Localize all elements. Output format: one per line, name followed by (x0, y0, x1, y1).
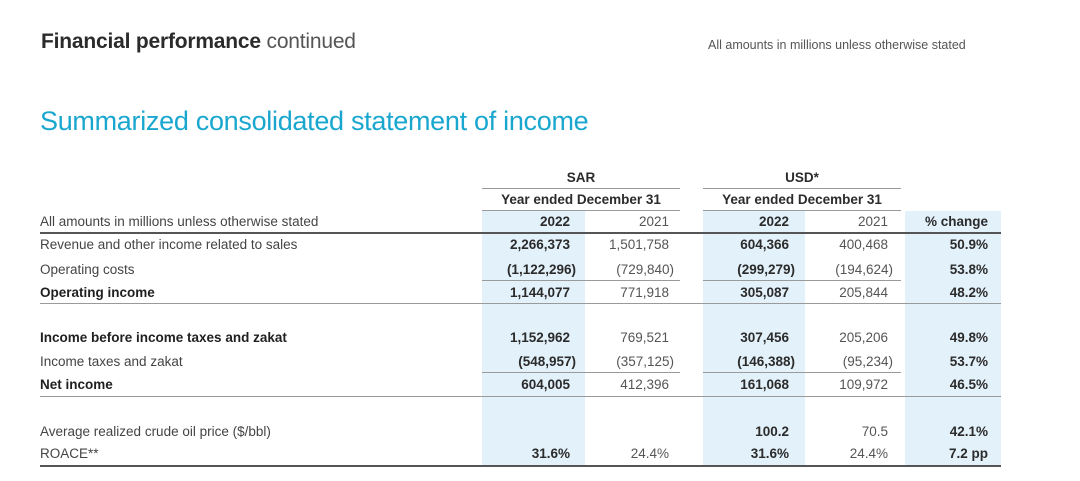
rule-usd-period (703, 210, 901, 211)
cell-usd-2022: (146,388) (737, 354, 795, 369)
cell-sar-2022: 1,152,962 (509, 330, 570, 345)
cell-usd-2022: 31.6% (750, 446, 789, 461)
page-header-title: Financial performance continued (41, 30, 356, 54)
rule-sar-period (482, 210, 680, 211)
cell-usd-2021: 205,206 (839, 330, 888, 345)
year-usd-2021: 2021 (857, 214, 888, 229)
subtotal-rule-usd (703, 280, 901, 281)
section-rule (40, 396, 1001, 397)
cell-usd-2022: (299,279) (737, 262, 795, 277)
period-sar: Year ended December 31 (501, 192, 661, 207)
cell-sar-2021: 24.4% (630, 446, 669, 461)
shade-usd-2022 (703, 211, 805, 465)
header-note: All amounts in millions unless otherwise… (708, 38, 966, 52)
row-label: Operating income (40, 285, 155, 300)
header-rule (40, 232, 1001, 234)
year-sar-2022: 2022 (539, 214, 570, 229)
shade-pct (905, 211, 1001, 465)
cell-pct: 50.9% (949, 237, 988, 252)
row-label: ROACE** (40, 446, 99, 461)
cell-usd-2021: 400,468 (839, 237, 888, 252)
year-usd-2022: 2022 (758, 214, 789, 229)
cell-sar-2022: (548,957) (518, 354, 576, 369)
rule-sar-currency (482, 188, 680, 189)
section-title: Summarized consolidated statement of inc… (40, 106, 589, 136)
cell-sar-2021: (729,840) (616, 262, 674, 277)
cell-usd-2021: 24.4% (849, 446, 888, 461)
cell-sar-2022: 1,144,077 (509, 285, 570, 300)
pct-header: % change (924, 214, 988, 229)
currency-usd: USD* (785, 170, 819, 185)
cell-usd-2022: 161,068 (740, 377, 789, 392)
cell-usd-2021: (194,624) (835, 262, 893, 277)
cell-usd-2021: 205,844 (839, 285, 888, 300)
cell-usd-2022: 604,366 (740, 237, 789, 252)
row-label: Income taxes and zakat (40, 354, 183, 369)
cell-usd-2022: 307,456 (740, 330, 789, 345)
cell-pct: 53.8% (949, 262, 988, 277)
row-label: Average realized crude oil price ($/bbl) (40, 424, 271, 439)
table-bottom-rule (40, 465, 1001, 467)
cell-sar-2022: (1,122,296) (506, 262, 576, 277)
cell-pct: 46.5% (949, 377, 988, 392)
cell-pct: 42.1% (949, 424, 988, 439)
cell-usd-2022: 305,087 (740, 285, 789, 300)
cell-pct: 53.7% (949, 354, 988, 369)
cell-pct: 48.2% (949, 285, 988, 300)
subtotal-rule-sar (482, 280, 680, 281)
cell-usd-2021: (95,234) (842, 354, 893, 369)
rule-usd-currency (703, 188, 901, 189)
header-title-light: continued (266, 30, 356, 53)
cell-usd-2021: 70.5 (861, 424, 888, 439)
currency-sar: SAR (566, 170, 596, 185)
row-label: Income before income taxes and zakat (40, 330, 287, 345)
cell-sar-2021: 412,396 (620, 377, 669, 392)
label-header: All amounts in millions unless otherwise… (40, 214, 319, 229)
row-label: Net income (40, 377, 113, 392)
year-sar-2021: 2021 (638, 214, 669, 229)
row-label: Operating costs (40, 262, 135, 277)
cell-sar-2021: 1,501,758 (608, 237, 669, 252)
shade-sar-2022 (482, 211, 585, 465)
cell-pct: 7.2 pp (948, 446, 988, 461)
subtotal-rule-usd (703, 372, 901, 373)
cell-sar-2022: 2,266,373 (509, 237, 570, 252)
cell-usd-2021: 109,972 (839, 377, 888, 392)
cell-sar-2022: 31.6% (531, 446, 570, 461)
cell-sar-2021: (357,125) (616, 354, 674, 369)
cell-pct: 49.8% (949, 330, 988, 345)
row-label: Revenue and other income related to sale… (40, 237, 298, 252)
cell-usd-2022: 100.2 (755, 424, 789, 439)
period-usd: Year ended December 31 (722, 192, 882, 207)
cell-sar-2022: 604,005 (521, 377, 570, 392)
section-rule (40, 303, 1001, 304)
cell-sar-2021: 771,918 (620, 285, 669, 300)
header-title-bold: Financial performance (41, 30, 261, 53)
cell-sar-2021: 769,521 (620, 330, 669, 345)
subtotal-rule-sar (482, 372, 680, 373)
